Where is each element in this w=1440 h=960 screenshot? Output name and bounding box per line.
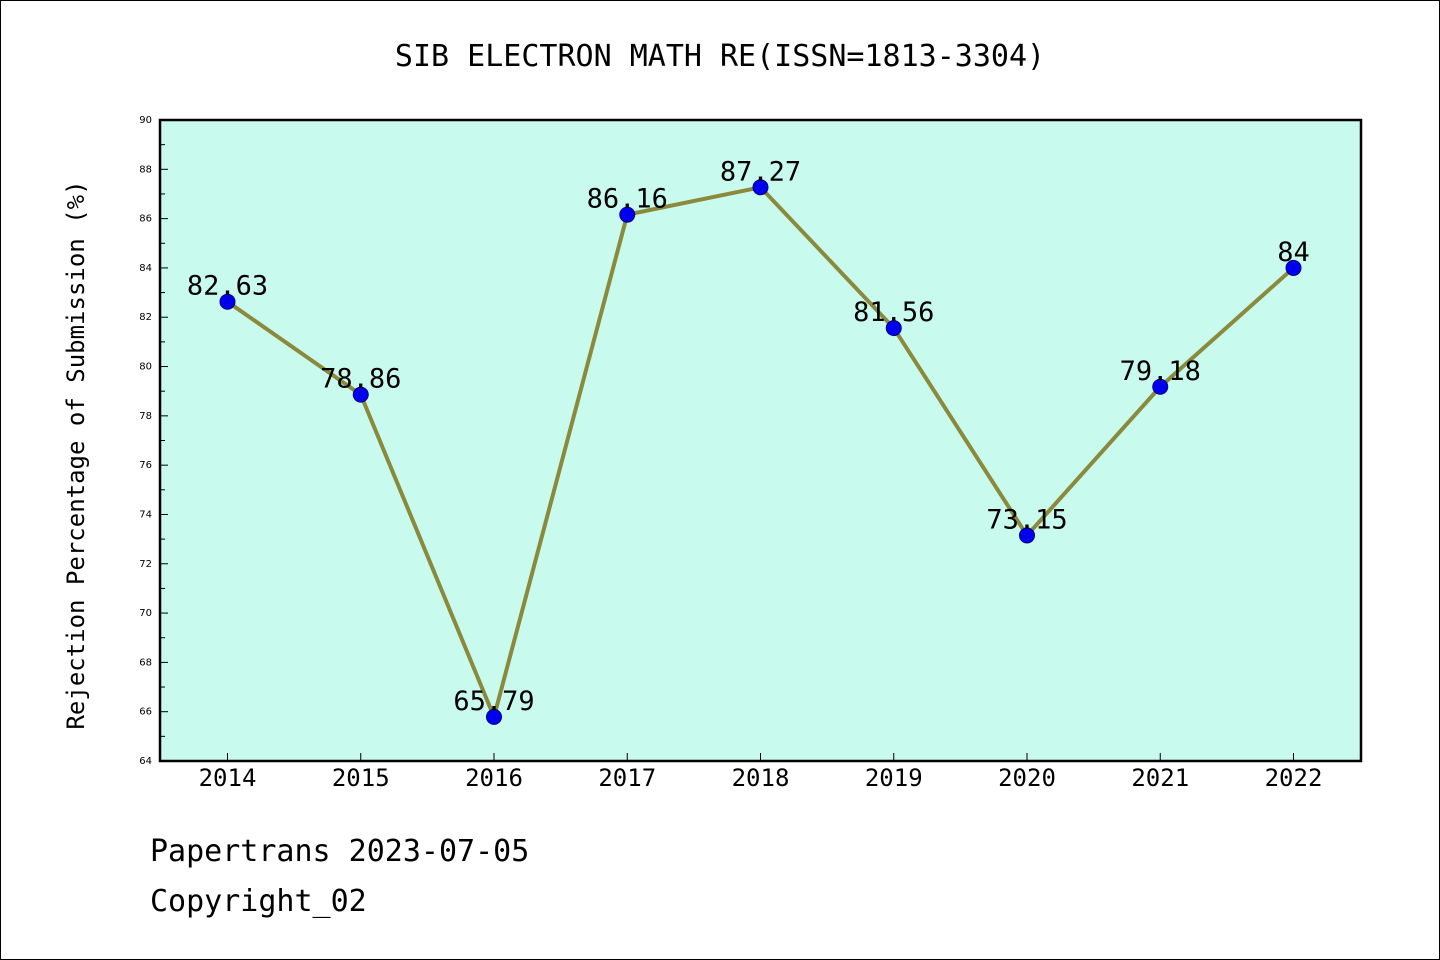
- y-tick-label: 70: [139, 608, 152, 619]
- x-tick-label: 2022: [1265, 764, 1323, 792]
- data-point: [1152, 378, 1169, 395]
- chart-title: SIB ELECTRON MATH RE(ISSN=1813-3304): [395, 39, 1045, 74]
- data-label: 87.27: [720, 156, 801, 187]
- data-label: 65.79: [453, 686, 534, 717]
- data-label: 86.16: [587, 184, 668, 215]
- footer-date: Papertrans 2023-07-05: [150, 834, 530, 869]
- y-tick-label: 72: [139, 559, 152, 570]
- plot-area: [158, 118, 1363, 763]
- data-point: [486, 708, 502, 725]
- y-tick-label: 86: [139, 214, 152, 225]
- data-label: 81.56: [853, 297, 934, 328]
- y-tick-label: 80: [139, 362, 152, 373]
- x-tick-label: 2019: [865, 764, 923, 792]
- y-tick-label: 90: [139, 115, 152, 126]
- y-tick-label: 88: [139, 164, 152, 175]
- data-point: [752, 179, 769, 196]
- footer-copyright: Copyright_02: [150, 884, 367, 919]
- y-axis: 64 66 68 70 72 74 76 78 80 82 84 86 88 90: [139, 115, 168, 767]
- data-label: 79.18: [1120, 356, 1201, 387]
- data-label: 73.15: [986, 504, 1067, 535]
- data-label: 78.86: [320, 364, 401, 395]
- y-tick-label: 82: [139, 312, 152, 323]
- x-tick-label: 2017: [598, 764, 656, 792]
- data-point: [1285, 259, 1302, 276]
- x-axis: 2014 2015 2016 2017 2018 2019 2020 2021 2022: [199, 753, 1323, 792]
- x-tick-label: 2020: [998, 764, 1056, 792]
- data-point: [352, 386, 369, 403]
- x-tick-label: 2018: [732, 764, 790, 792]
- data-point: [219, 293, 236, 310]
- data-point: [885, 320, 902, 337]
- y-tick-label: 84: [139, 263, 152, 274]
- x-tick-label: 2014: [199, 764, 257, 792]
- y-tick-label: 78: [139, 411, 152, 422]
- x-tick-label: 2016: [465, 764, 523, 792]
- x-tick-label: 2021: [1131, 764, 1189, 792]
- data-point: [1019, 527, 1035, 544]
- y-tick-label: 74: [139, 509, 152, 520]
- data-markers: [219, 179, 1302, 725]
- data-point: [619, 206, 636, 223]
- y-tick-label: 66: [139, 707, 152, 718]
- x-tick-label: 2015: [332, 764, 390, 792]
- data-label: 84: [1277, 237, 1310, 268]
- y-axis-label: Rejection Percentage of Submission (%): [62, 180, 90, 729]
- y-tick-label: 76: [139, 460, 152, 471]
- data-label: 82.63: [187, 271, 268, 302]
- data-labels: 82.63 78.86 65.79 86.16 87.27 81.56 73.15 79.18…: [187, 156, 1310, 717]
- y-tick-label: 68: [139, 657, 152, 668]
- y-tick-label: 64: [139, 756, 152, 767]
